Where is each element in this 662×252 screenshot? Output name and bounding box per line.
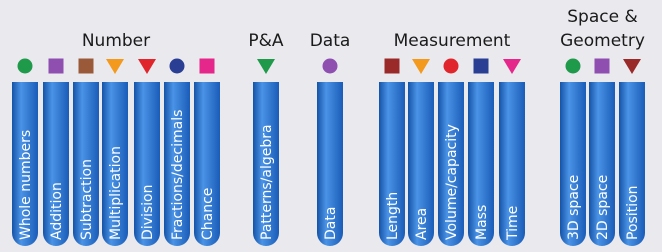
group-title: Measurement — [394, 31, 511, 51]
topic-label: Data — [323, 207, 339, 240]
topic-label: Division — [140, 185, 156, 240]
topic-label: Time — [505, 206, 521, 241]
topic-label: 2D space — [595, 175, 611, 240]
topic-icon — [385, 59, 400, 74]
topic-label: 3D space — [566, 175, 582, 240]
topic-icon — [474, 59, 489, 74]
topic-label: Length — [385, 192, 401, 240]
topic-diagram: Number Whole numbers Addition Subtraction Mu… — [0, 0, 662, 252]
topic-icon — [444, 59, 459, 74]
topic-label: Patterns/algebra — [259, 124, 275, 240]
topic-label: Position — [625, 185, 641, 240]
group-title: P&A — [248, 31, 284, 51]
topic-label: Mass — [474, 205, 490, 240]
topic-icon — [200, 59, 215, 74]
topic-icon — [566, 59, 581, 74]
topic-label: Fractions/decimals — [170, 110, 186, 240]
topic-icon — [323, 59, 338, 74]
topic-label: Volume/capacity — [444, 124, 460, 240]
topic-icon — [170, 59, 185, 74]
group-title: Space & — [567, 7, 637, 27]
topic-label: Chance — [200, 188, 216, 240]
topic-icon — [18, 59, 33, 74]
group-title: Number — [82, 31, 150, 51]
group-title: Data — [310, 31, 351, 51]
topic-label: Area — [414, 208, 430, 240]
topic-label: Subtraction — [79, 159, 95, 240]
topic-label: Multiplication — [108, 146, 124, 240]
topic-icon — [49, 59, 64, 74]
topic-label: Whole numbers — [18, 130, 34, 240]
topic-icon — [595, 59, 610, 74]
group-title: Geometry — [560, 31, 645, 51]
topic-icon — [79, 59, 94, 74]
topic-label: Addition — [49, 182, 65, 240]
